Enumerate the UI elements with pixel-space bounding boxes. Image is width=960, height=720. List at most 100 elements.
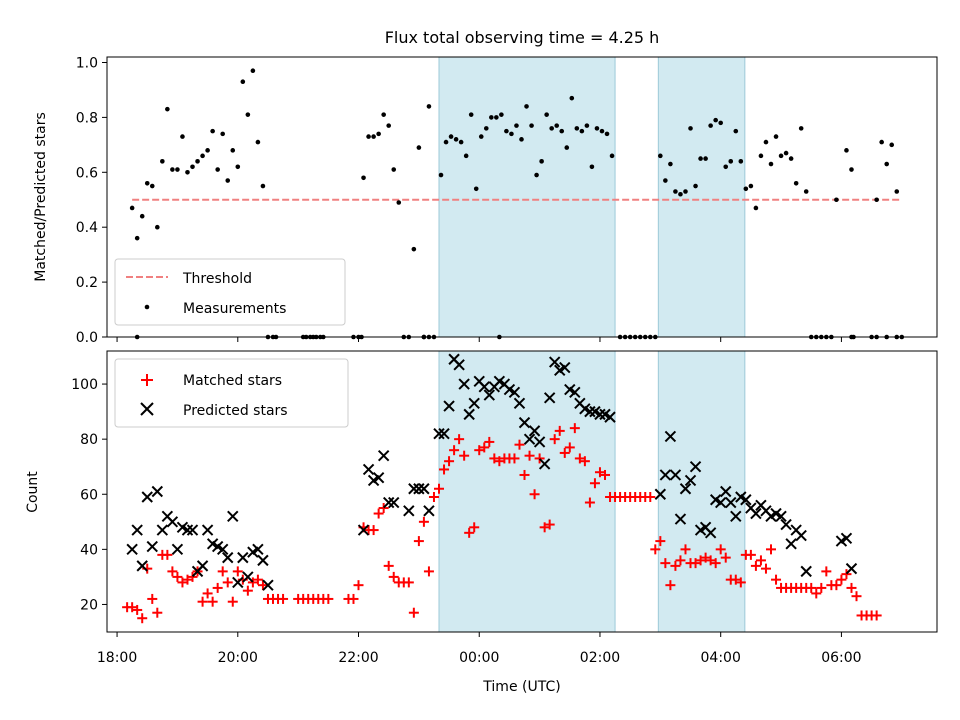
legend-threshold-label: Threshold <box>182 271 252 287</box>
matched-point <box>670 560 681 571</box>
bottom-panel-frame <box>106 350 938 633</box>
bottom-shaded-interval <box>438 350 616 633</box>
top-panel: 0.0 0.2 0.4 0.6 0.8 1.0 Matched/Predicted sta… <box>33 55 938 346</box>
top-ytick-label: 0.8 <box>76 110 98 126</box>
predicted-point <box>227 510 239 523</box>
predicted-point <box>513 397 526 410</box>
measurement-point <box>366 134 371 139</box>
predicted-point <box>151 485 164 498</box>
predicted-point <box>262 579 274 591</box>
predicted-point <box>840 532 853 545</box>
measurement-point <box>426 104 432 109</box>
matched-point <box>660 558 671 569</box>
matched-point <box>137 613 148 624</box>
predicted-point <box>408 483 420 495</box>
predicted-point <box>388 496 400 509</box>
measurement-point <box>728 159 734 164</box>
predicted-point <box>800 565 812 578</box>
matched-point <box>434 483 444 494</box>
matched-point <box>423 566 434 577</box>
measurement-point <box>879 139 884 145</box>
measurement-point <box>195 159 200 164</box>
matched-point <box>242 585 253 596</box>
measurement-point <box>874 197 879 203</box>
measurement-point <box>438 172 444 178</box>
measurement-point <box>544 112 549 117</box>
matched-point <box>715 544 726 555</box>
matched-point <box>439 464 450 475</box>
predicted-point <box>543 392 556 404</box>
predicted-point <box>704 527 717 539</box>
predicted-point <box>795 529 807 542</box>
measurement-point <box>793 180 799 186</box>
measurement-point <box>509 131 514 137</box>
measurement-point <box>723 164 729 170</box>
predicted-point <box>518 416 531 429</box>
measurement-point <box>688 126 693 131</box>
predicted-point <box>357 524 370 536</box>
predicted-point <box>131 524 143 536</box>
matched-point <box>600 469 610 480</box>
top-panel-frame <box>106 56 938 338</box>
measurement-point <box>584 123 590 128</box>
matched-point <box>257 580 268 591</box>
matched-point <box>428 492 439 503</box>
measurement-point <box>658 153 663 159</box>
measurement-point <box>894 189 900 194</box>
top-ytick-label: 1.0 <box>76 55 98 71</box>
matched-point <box>278 593 289 604</box>
measurement-point <box>773 134 779 139</box>
predicted-point <box>362 463 375 476</box>
top-ytick-label: 0.4 <box>76 220 98 236</box>
xtick-label: 20:00 <box>218 650 258 666</box>
matched-point <box>680 544 691 555</box>
matched-point <box>529 489 540 500</box>
matched-point <box>484 436 495 447</box>
measurement-point <box>185 169 190 175</box>
matched-point <box>152 607 163 618</box>
measurement-point <box>478 134 484 139</box>
bottom-panel: 20 40 60 80 100 18:00 20:00 22:00 00:00 02:00 04:… <box>25 350 938 695</box>
measurement-point <box>889 142 895 148</box>
x-axis-label: Time (UTC) <box>482 679 560 695</box>
matched-point <box>454 434 465 445</box>
measurement-point <box>678 191 683 197</box>
matched-point <box>514 439 525 450</box>
measurement-point <box>783 150 789 156</box>
measurement-point <box>778 153 784 159</box>
matched-point <box>549 434 560 445</box>
measurement-point <box>245 112 251 117</box>
matched-point <box>212 582 223 593</box>
predicted-point <box>196 560 209 572</box>
matched-point <box>489 453 500 464</box>
predicted-point <box>594 408 606 421</box>
measurement-point <box>599 128 605 134</box>
top-legend-box <box>114 258 346 326</box>
measurement-point <box>200 153 205 159</box>
measurement-point <box>473 186 479 192</box>
predicted-point <box>845 562 858 575</box>
top-legend: Threshold Measurements <box>114 258 346 326</box>
matched-point <box>197 596 208 607</box>
matched-point <box>750 560 761 571</box>
measurement-point <box>549 126 554 131</box>
predicted-point <box>559 361 571 374</box>
matched-point <box>816 582 827 593</box>
predicted-point <box>257 554 269 567</box>
measurement-point <box>834 197 839 203</box>
measurement-point <box>453 137 459 142</box>
measurement-point <box>844 148 849 153</box>
matched-point <box>851 591 862 602</box>
matched-point <box>509 453 520 464</box>
matched-point <box>373 508 384 519</box>
predicted-point <box>478 381 490 393</box>
measurement-point <box>748 183 754 189</box>
predicted-point <box>664 430 677 443</box>
matched-point <box>524 450 535 461</box>
matched-point <box>383 560 394 571</box>
measurement-point <box>458 139 464 145</box>
measurement-point <box>758 153 764 159</box>
measurement-point <box>180 134 185 139</box>
measurement-point <box>743 186 749 192</box>
measurement-point <box>160 159 165 164</box>
